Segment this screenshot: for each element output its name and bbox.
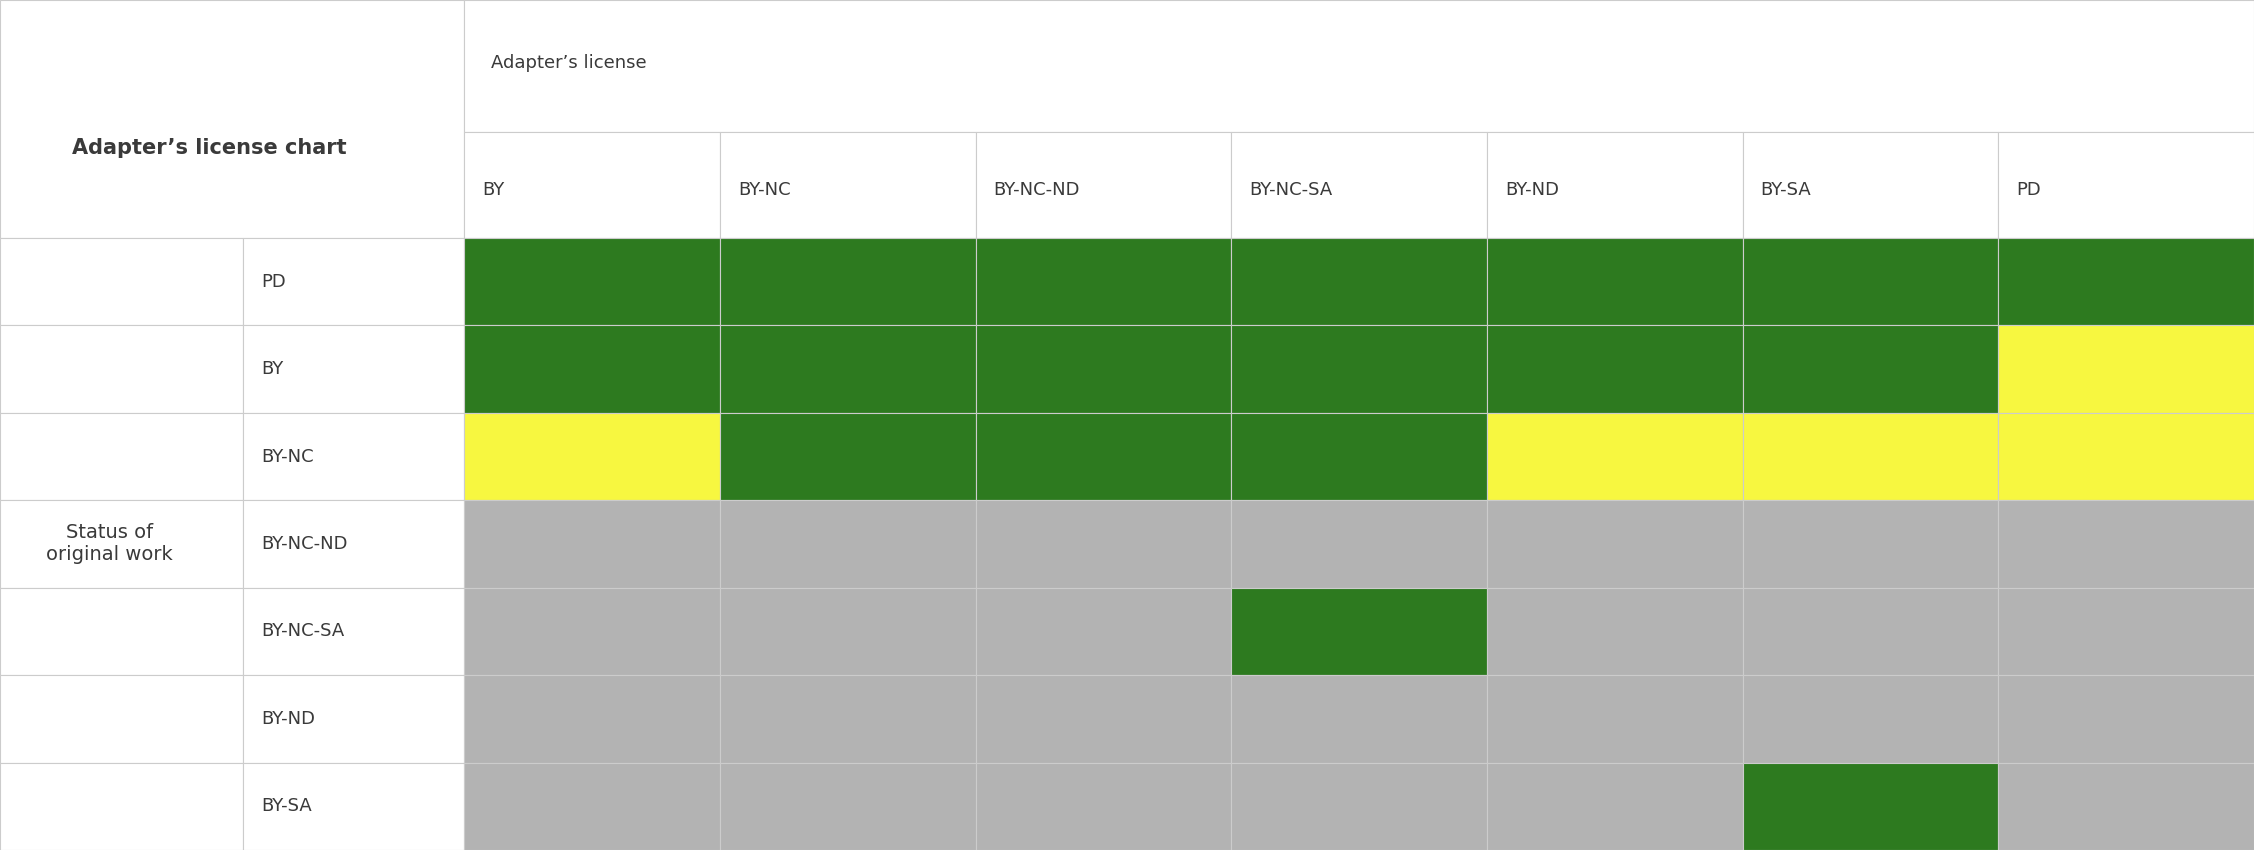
Bar: [719, 762, 976, 850]
Text: BY-NC-SA: BY-NC-SA: [1249, 181, 1332, 199]
Bar: [1999, 587, 2254, 675]
Bar: [719, 132, 976, 238]
Bar: [0, 0, 464, 238]
Bar: [1231, 762, 1488, 850]
Bar: [1231, 501, 1488, 587]
Bar: [719, 413, 976, 501]
Bar: [1231, 413, 1488, 501]
Bar: [464, 501, 719, 587]
Bar: [976, 501, 1231, 587]
Bar: [243, 762, 464, 850]
Text: BY-NC-ND: BY-NC-ND: [261, 535, 347, 553]
Bar: [1999, 238, 2254, 326]
Bar: [1742, 501, 1999, 587]
Text: BY-NC: BY-NC: [737, 181, 791, 199]
Bar: [0, 762, 243, 850]
Bar: [1488, 762, 1742, 850]
Bar: [1742, 675, 1999, 762]
Bar: [464, 675, 719, 762]
Bar: [464, 587, 719, 675]
Bar: [976, 326, 1231, 413]
Bar: [719, 675, 976, 762]
Bar: [976, 238, 1231, 326]
Bar: [976, 413, 1231, 501]
Bar: [1488, 238, 1742, 326]
Bar: [1999, 675, 2254, 762]
Text: BY: BY: [482, 181, 505, 199]
Bar: [1999, 132, 2254, 238]
Bar: [464, 762, 719, 850]
Text: BY-NC-SA: BY-NC-SA: [261, 622, 345, 640]
Bar: [976, 587, 1231, 675]
Bar: [976, 762, 1231, 850]
Bar: [243, 238, 464, 326]
Text: PD: PD: [2017, 181, 2042, 199]
Bar: [0, 501, 243, 587]
Bar: [243, 413, 464, 501]
Bar: [1231, 675, 1488, 762]
Bar: [464, 413, 719, 501]
Text: BY-ND: BY-ND: [261, 710, 316, 728]
Bar: [976, 132, 1231, 238]
Text: BY: BY: [261, 360, 284, 378]
Text: Adapter’s license: Adapter’s license: [491, 54, 647, 72]
Bar: [1231, 238, 1488, 326]
Bar: [1742, 326, 1999, 413]
Bar: [0, 413, 243, 501]
Bar: [1999, 762, 2254, 850]
Bar: [243, 326, 464, 413]
Bar: [464, 326, 719, 413]
Bar: [0, 238, 243, 326]
Bar: [0, 326, 243, 413]
Text: BY-SA: BY-SA: [1760, 181, 1812, 199]
Bar: [243, 501, 464, 587]
Bar: [719, 501, 976, 587]
Bar: [1488, 413, 1742, 501]
Bar: [1231, 587, 1488, 675]
Bar: [243, 587, 464, 675]
Bar: [464, 0, 2254, 132]
Bar: [243, 675, 464, 762]
Bar: [976, 675, 1231, 762]
Bar: [1742, 132, 1999, 238]
Bar: [1488, 501, 1742, 587]
Bar: [1488, 587, 1742, 675]
Text: BY-NC: BY-NC: [261, 448, 313, 466]
Text: BY-NC-ND: BY-NC-ND: [994, 181, 1080, 199]
Bar: [719, 326, 976, 413]
Bar: [1231, 326, 1488, 413]
Bar: [464, 132, 719, 238]
Bar: [1999, 326, 2254, 413]
Bar: [1742, 238, 1999, 326]
Text: Adapter’s license chart: Adapter’s license chart: [72, 138, 347, 157]
Bar: [1742, 587, 1999, 675]
Text: Status of
original work: Status of original work: [45, 524, 174, 564]
Bar: [1488, 326, 1742, 413]
Bar: [1488, 675, 1742, 762]
Bar: [719, 587, 976, 675]
Bar: [1231, 132, 1488, 238]
Bar: [1488, 132, 1742, 238]
Text: BY-ND: BY-ND: [1506, 181, 1560, 199]
Bar: [464, 238, 719, 326]
Bar: [719, 238, 976, 326]
Bar: [0, 675, 243, 762]
Bar: [1742, 413, 1999, 501]
Bar: [1999, 413, 2254, 501]
Bar: [1742, 762, 1999, 850]
Bar: [1999, 501, 2254, 587]
Text: PD: PD: [261, 273, 286, 291]
Text: BY-SA: BY-SA: [261, 797, 313, 815]
Bar: [0, 587, 243, 675]
